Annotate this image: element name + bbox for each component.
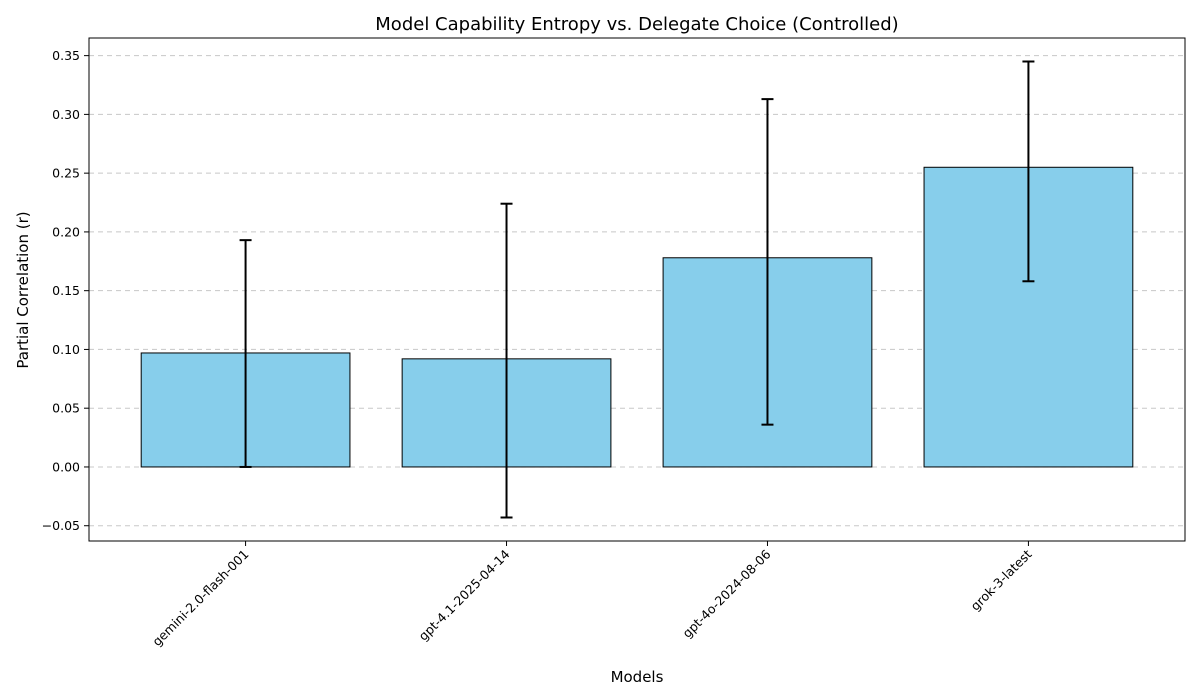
y-tick-label: 0.35 bbox=[52, 48, 80, 63]
x-tick-label: gpt-4o-2024-08-06 bbox=[679, 546, 773, 640]
chart-title: Model Capability Entropy vs. Delegate Ch… bbox=[375, 14, 898, 35]
y-tick-label: 0.05 bbox=[52, 401, 80, 416]
error-bar bbox=[1022, 60, 1035, 283]
error-bar bbox=[500, 202, 513, 519]
y-tick-label: 0.20 bbox=[52, 224, 80, 239]
y-axis: −0.05 0.00 0.05 0.10 0.15 0.20 0.25 0.30 0.35 bbox=[42, 48, 89, 533]
error-bars bbox=[239, 60, 1035, 519]
bars bbox=[140, 166, 1134, 468]
x-tick-label: grok-3-latest bbox=[968, 546, 1035, 613]
axes-frame bbox=[88, 37, 1186, 542]
y-tick-label: 0.15 bbox=[52, 283, 80, 298]
y-tick-label: 0.30 bbox=[52, 107, 80, 122]
x-tick-label: gpt-4.1-2025-04-14 bbox=[416, 546, 513, 643]
y-tick-label: 0.10 bbox=[52, 342, 80, 357]
y-tick-label: 0.00 bbox=[52, 459, 80, 474]
x-axis-label: Models bbox=[611, 668, 664, 686]
error-bar bbox=[761, 98, 774, 426]
y-axis-label: Partial Correlation (r) bbox=[14, 211, 32, 368]
y-tick-label: −0.05 bbox=[42, 518, 80, 533]
x-axis: gemini-2.0-flash-001 gpt-4.1-2025-04-14 gp… bbox=[149, 541, 1035, 649]
x-tick-label: gemini-2.0-flash-001 bbox=[149, 547, 251, 649]
y-tick-label: 0.25 bbox=[52, 166, 80, 181]
error-bar bbox=[239, 239, 252, 468]
